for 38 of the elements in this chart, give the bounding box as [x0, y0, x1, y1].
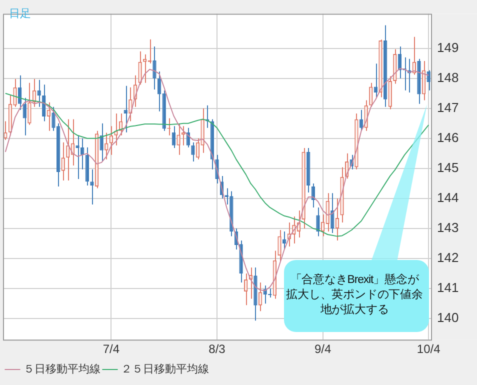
y-tick-label: 147 [437, 100, 459, 115]
candlestick [244, 273, 248, 306]
candlestick [28, 82, 32, 126]
legend-label: ２５日移動平均線 [121, 362, 209, 376]
x-tick-label: 7/4 [102, 342, 120, 356]
x-tick-label: 10/4 [416, 342, 441, 356]
candlestick [278, 230, 282, 262]
candlestick [128, 86, 132, 122]
candlestick [104, 132, 108, 160]
candlestick [152, 46, 156, 90]
candlestick [330, 192, 334, 234]
candlestick [90, 168, 94, 205]
candlestick [316, 206, 320, 237]
y-tick-label: 148 [437, 70, 459, 85]
legend-label: ５日移動平均線 [24, 362, 100, 376]
candlestick [100, 122, 104, 162]
y-tick-label: 141 [437, 280, 459, 296]
candlestick [37, 79, 41, 108]
x-tick-label: 8/3 [208, 342, 226, 356]
candlestick [114, 112, 118, 146]
candlestick [22, 97, 26, 136]
y-tick-label: 143 [437, 220, 459, 236]
candlestick [138, 50, 142, 86]
annotation: 「合意なきBrexit」懸念が拡大し、英ポンドの下値余地が拡大する [284, 260, 429, 332]
candlestick [388, 76, 392, 110]
y-tick-label: 140 [437, 310, 459, 326]
y-tick-label: 149 [437, 40, 459, 55]
y-tick-label: 146 [437, 130, 459, 145]
y-tick-label: 145 [437, 160, 459, 176]
candlestick [172, 126, 176, 149]
x-tick-label: 9/4 [314, 342, 332, 356]
y-tick-label: 142 [437, 250, 459, 266]
candlestick [191, 142, 195, 162]
candlestick [258, 282, 262, 312]
candlestick [359, 109, 364, 132]
candlestick [61, 142, 65, 181]
chart-title: 日足 [9, 7, 31, 21]
y-tick-label: 144 [437, 190, 459, 206]
